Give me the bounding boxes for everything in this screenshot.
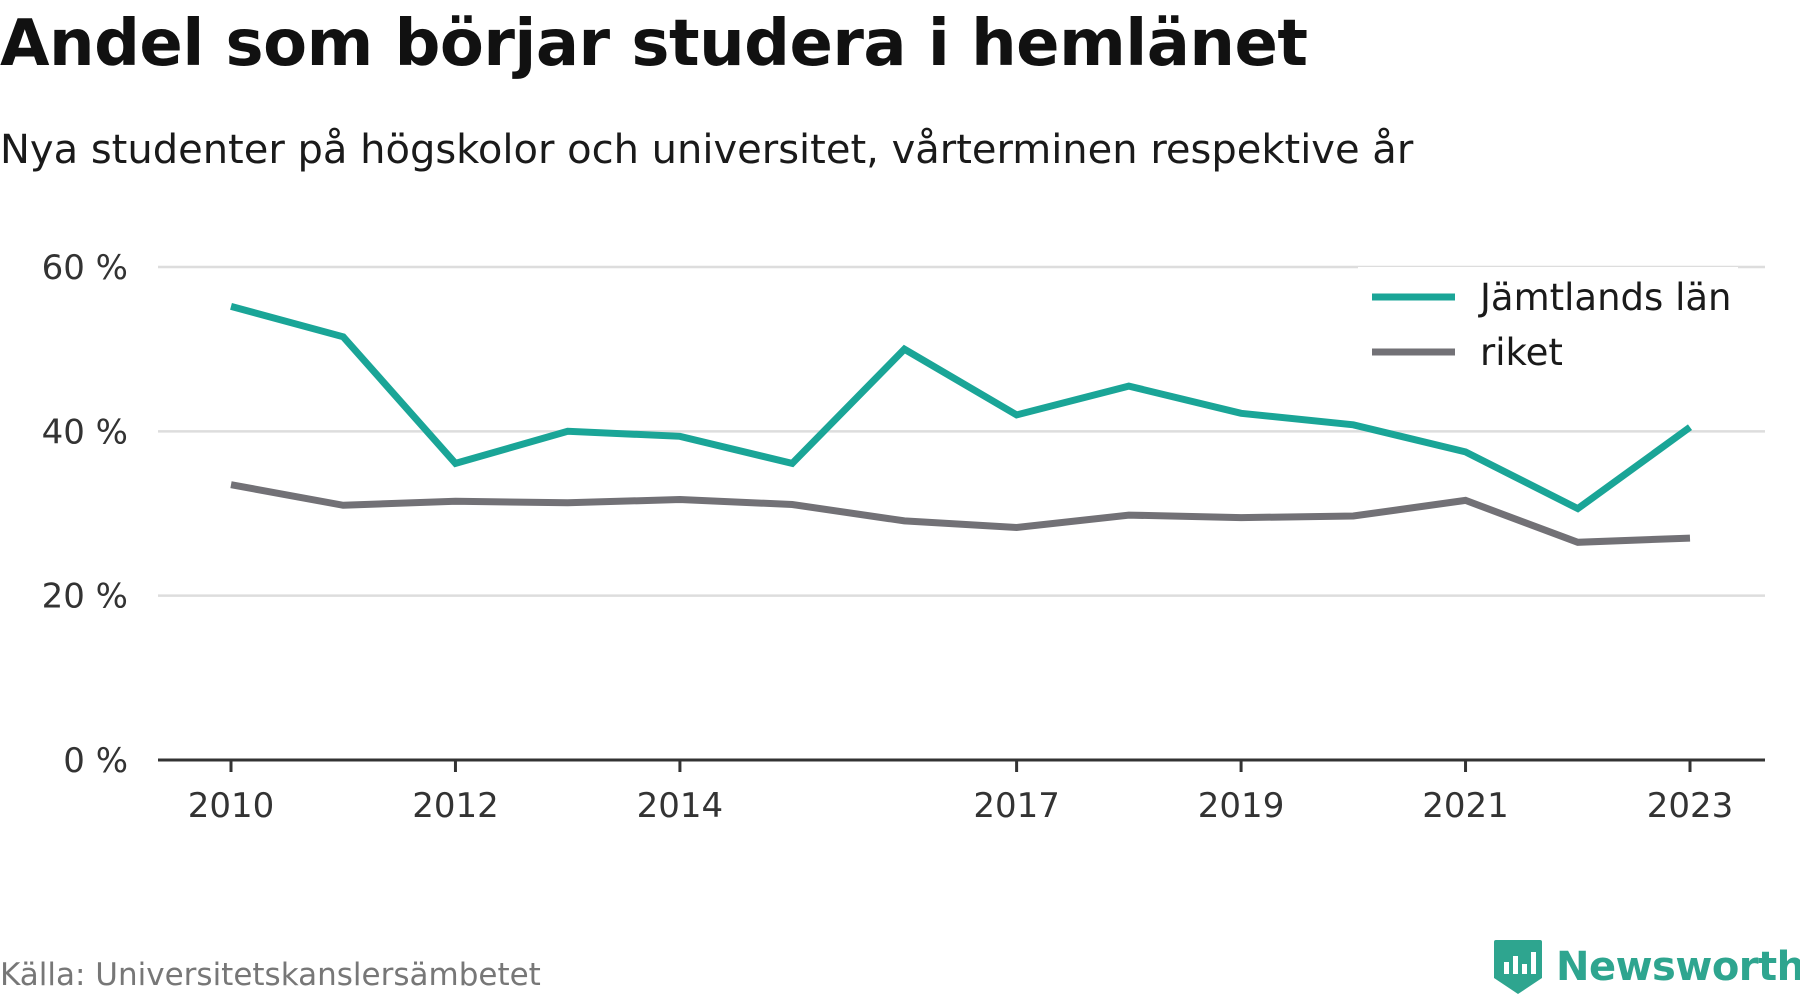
y-tick-label: 0 %	[63, 741, 128, 781]
x-tick-label: 2010	[188, 786, 275, 826]
x-tick-label: 2019	[1198, 786, 1285, 826]
x-tick-label: 2014	[637, 786, 724, 826]
newsworthy-logo-icon	[1494, 940, 1542, 994]
y-tick-label: 40 %	[42, 412, 128, 452]
legend-label-0: Jämtlands län	[1478, 276, 1731, 319]
x-tick-label: 2012	[412, 786, 499, 826]
brand-logo: Newsworthy	[1492, 938, 1800, 996]
chart-title: Andel som börjar studera i hemlänet	[0, 7, 1308, 81]
y-tick-label: 20 %	[42, 577, 128, 617]
y-tick-label: 60 %	[42, 248, 128, 288]
chart-subtitle: Nya studenter på högskolor och universit…	[0, 127, 1414, 173]
series-line-0	[230, 303, 1693, 513]
legend: Jämtlands län riket	[1358, 267, 1738, 379]
series-lines	[230, 303, 1693, 546]
brand-name: Newsworthy	[1556, 944, 1800, 990]
x-tick-label: 2021	[1422, 786, 1509, 826]
line-chart: 60 % 40 % 20 % 0 % 2010 2012 2014 2017 2019 2021…	[42, 248, 1765, 826]
x-axis: 2010 2012 2014 2017 2019 2021 2023	[158, 758, 1765, 826]
source-note: Källa: Universitetskanslersämbetet	[0, 957, 541, 993]
legend-background	[1358, 267, 1738, 379]
x-tick-label: 2023	[1647, 786, 1734, 826]
legend-label-1: riket	[1480, 331, 1563, 374]
series-line-1	[230, 481, 1691, 546]
x-tick-label: 2017	[973, 786, 1060, 826]
y-axis: 60 % 40 % 20 % 0 %	[42, 248, 128, 781]
